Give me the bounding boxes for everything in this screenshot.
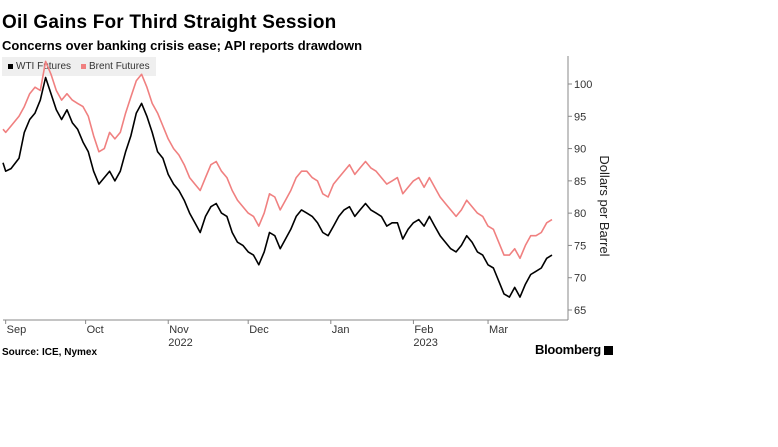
- legend-label-wti: WTI Futures: [16, 61, 72, 72]
- series-line-brent-futures: [2, 60, 553, 260]
- chart-title: Oil Gains For Third Straight Session: [2, 12, 337, 33]
- y-tick-label-70: 70: [574, 273, 586, 285]
- legend-item-brent: Brent Futures: [81, 61, 150, 72]
- x-tick-label-dec: Dec: [249, 324, 269, 336]
- y-axis-label: Dollars per Barrel: [597, 155, 612, 256]
- x-tick-label-oct: Oct: [87, 324, 104, 336]
- bloomberg-wordmark: Bloomberg: [535, 342, 601, 357]
- chart-subtitle: Concerns over banking crisis ease; API r…: [2, 38, 363, 53]
- x-tick-label-sep: Sep: [7, 324, 27, 336]
- x-year-label-2023: 2023: [413, 337, 437, 349]
- y-tick-label-100: 100: [574, 79, 592, 91]
- y-tick-label-85: 85: [574, 176, 586, 188]
- y-tick-label-90: 90: [574, 144, 586, 156]
- x-tick-label-feb: Feb: [414, 324, 433, 336]
- y-tick-label-95: 95: [574, 111, 586, 123]
- legend-label-brent: Brent Futures: [89, 61, 150, 72]
- x-tick-label-nov: Nov: [169, 324, 189, 336]
- legend: WTI Futures Brent Futures: [2, 57, 156, 76]
- source-note: Source: ICE, Nymex: [2, 347, 98, 358]
- bloomberg-mark-icon: [603, 346, 613, 355]
- series-line-wti-futures: [2, 76, 553, 298]
- x-year-label-2022: 2022: [168, 337, 192, 349]
- x-tick-label-jan: Jan: [332, 324, 350, 336]
- legend-swatch-brent: [81, 64, 87, 69]
- legend-item-wti: WTI Futures: [8, 61, 71, 72]
- bloomberg-logo: Bloomberg: [535, 342, 613, 357]
- x-tick-label-mar: Mar: [489, 324, 508, 336]
- y-tick-label-65: 65: [574, 305, 586, 317]
- y-tick-label-80: 80: [574, 208, 586, 220]
- y-tick-label-75: 75: [574, 240, 586, 252]
- legend-swatch-wti: [8, 64, 13, 69]
